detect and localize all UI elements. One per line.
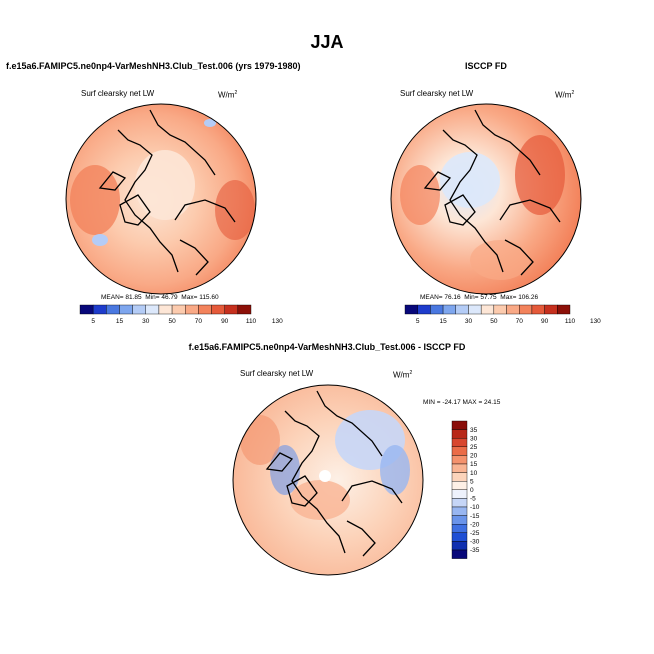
- panel-1-stats: MEAN= 81.85 Min= 46.79 Max= 115.60: [101, 294, 219, 301]
- colorbar-2-tick-label: 110: [565, 318, 576, 325]
- colorbar-3-swatch: [451, 429, 468, 439]
- colorbar-1-swatch: [158, 304, 173, 315]
- colorbar-1-swatch: [211, 304, 225, 315]
- figure-title: JJA: [310, 32, 344, 52]
- colorbar-1-swatch: [92, 304, 107, 315]
- colorbar-1-swatch: [132, 304, 146, 315]
- map-1-coastlines: [98, 109, 236, 276]
- colorbar-2-tick-label: 30: [465, 318, 473, 325]
- colorbar-3-swatch: [451, 438, 468, 448]
- colorbar-1-tick-label: 30: [142, 318, 150, 325]
- map-3-coastlines: [265, 390, 403, 557]
- panel-2-units: W/m2: [555, 90, 575, 100]
- colorbar-2-tick-label: 130: [590, 318, 601, 325]
- colorbar-3-tick-label: -10: [470, 504, 480, 511]
- colorbar-3-tick-label: -15: [470, 513, 480, 520]
- colorbar-2-swatch: [430, 304, 444, 315]
- colorbar-2-tick-label: 70: [516, 318, 524, 325]
- panel-2-stats: MEAN= 76.16 Min= 57.75 Max= 106.26: [420, 294, 539, 301]
- panel-3-case-label: f.e15a6.FAMIPC5.ne0np4-VarMeshNH3.Club_T…: [188, 342, 466, 352]
- colorbar-2-tick-label: 5: [416, 318, 420, 325]
- colorbar-1-tick-label: 50: [168, 318, 176, 325]
- colorbar-2-swatch: [493, 304, 507, 315]
- colorbar-3-swatch: [451, 489, 468, 499]
- colorbar-3-swatch: [451, 455, 468, 465]
- colorbar-2-swatch: [531, 304, 545, 315]
- colorbar-3-swatch: [451, 472, 468, 482]
- colorbar-1-swatch: [79, 304, 94, 315]
- map-2-coastlines: [423, 109, 561, 276]
- colorbar-1-swatch: [198, 304, 212, 315]
- colorbar-3-tick-label: 30: [470, 435, 478, 442]
- colorbar-2-swatch: [519, 304, 533, 315]
- colorbar-1-tick-label: 15: [116, 318, 124, 325]
- colorbar-1-swatch: [185, 304, 199, 315]
- colorbar-3-swatch: [451, 481, 468, 491]
- colorbar-3-swatch: [451, 515, 468, 525]
- panel-2-variable: Surf clearsky net LW: [400, 89, 474, 98]
- colorbar-3-swatch: [451, 532, 468, 542]
- colorbar-2-swatch: [442, 304, 456, 315]
- colorbar-2-tick-label: 50: [490, 318, 498, 325]
- map-1: [66, 104, 256, 294]
- colorbar-3-tick-label: 20: [470, 453, 478, 460]
- colorbar-3-swatch: [451, 446, 468, 456]
- panel-3-variable: Surf clearsky net LW: [240, 369, 314, 378]
- colorbar-2: 5 15 30 50 70 90 110 130: [404, 304, 601, 325]
- colorbar-3-tick-label: -20: [470, 521, 480, 528]
- colorbar-3-tick-label: -30: [470, 539, 480, 546]
- panel-1-case-label: f.e15a6.FAMIPC5.ne0np4-VarMeshNH3.Club_T…: [6, 61, 301, 71]
- panel-3-units: W/m2: [393, 370, 413, 380]
- colorbar-1-swatch: [171, 304, 186, 315]
- colorbar-1-swatch: [106, 304, 120, 315]
- colorbar-1-swatch: [145, 304, 160, 315]
- colorbar-3-swatch: [451, 541, 468, 551]
- colorbar-2-swatch: [455, 304, 469, 315]
- colorbar-1-tick-label: 90: [221, 318, 229, 325]
- colorbar-3-swatch: [451, 463, 468, 473]
- colorbar-1-tick-label: 110: [246, 318, 257, 325]
- panel-1-units: W/m2: [218, 90, 238, 100]
- colorbar-2-swatch: [468, 304, 482, 315]
- colorbar-2-swatch: [557, 304, 571, 315]
- colorbar-2-swatch: [417, 304, 431, 315]
- colorbar-3-tick-label: 25: [470, 444, 478, 451]
- colorbar-1-tick-label: 70: [195, 318, 203, 325]
- colorbar-3-swatch: [451, 524, 468, 534]
- colorbar-3-tick-label: -25: [470, 530, 480, 537]
- colorbar-1-swatch: [119, 304, 133, 315]
- colorbar-1: 5 15 30 50 70 90 110 130: [79, 304, 283, 325]
- map-3: [233, 385, 423, 575]
- panel-3-stats: MIN = -24.17 MAX = 24.15: [423, 399, 501, 406]
- colorbar-3-tick-label: 5: [470, 478, 474, 485]
- colorbar-3-swatch: [451, 420, 468, 430]
- colorbar-2-tick-label: 90: [541, 318, 549, 325]
- colorbar-2-swatch: [404, 304, 418, 315]
- panel-2-case-label: ISCCP FD: [465, 61, 507, 71]
- colorbar-1-tick-label: 130: [272, 318, 283, 325]
- colorbar-2-tick-label: 15: [439, 318, 447, 325]
- colorbar-3-tick-label: -35: [470, 547, 480, 554]
- colorbar-2-swatch: [544, 304, 558, 315]
- colorbar-3-swatch: [451, 549, 468, 559]
- colorbar-3-swatch: [451, 506, 468, 516]
- colorbar-1-swatch: [237, 304, 252, 315]
- colorbar-3-tick-label: 35: [470, 427, 478, 434]
- colorbar-3-tick-label: 10: [470, 470, 478, 477]
- colorbar-2-swatch: [480, 304, 495, 315]
- colorbar-3-tick-label: 15: [470, 461, 478, 468]
- colorbar-3-tick-label: -5: [470, 496, 476, 503]
- colorbar-2-swatch: [506, 304, 520, 315]
- colorbar-3-swatch: [451, 498, 468, 508]
- panel-1-variable: Surf clearsky net LW: [81, 89, 155, 98]
- colorbar-1-swatch: [224, 304, 239, 315]
- colorbar-3-tick-label: 0: [470, 487, 474, 494]
- colorbar-1-tick-label: 5: [91, 318, 95, 325]
- map-2: [391, 104, 581, 294]
